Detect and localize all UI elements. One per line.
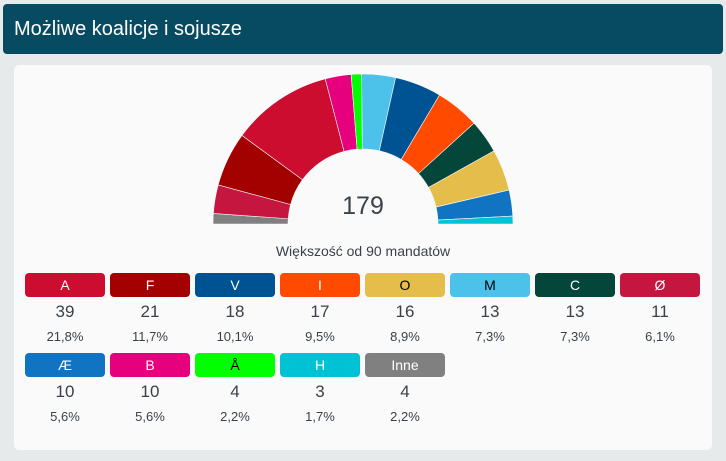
party-seats: 11 [651,302,669,321]
party-label[interactable]: H [280,353,360,377]
party-label[interactable]: F [110,273,190,297]
party-percent: 1,7% [305,409,335,424]
party-seats: 21 [140,302,160,321]
party-percent: 11,7% [132,329,168,344]
party-percent: 21,8% [46,329,84,344]
party-Å[interactable]: Å 4 2,2% [195,353,275,424]
coalition-card: 179 Większość od 90 mandatów A 39 21,8% F… [14,65,712,450]
party-label[interactable]: Å [195,353,275,377]
party-label[interactable]: O [365,273,445,297]
party-H[interactable]: H 3 1,7% [280,353,360,424]
page-title: Możliwe koalicje i sojusze [14,18,242,40]
party-label[interactable]: Inne [365,353,445,377]
party-seats: 13 [565,302,585,321]
party-seats: 13 [480,302,500,321]
party-seats: 10 [140,382,160,401]
party-seats: 39 [55,302,75,321]
party-label[interactable]: B [110,353,190,377]
party-percent: 2,2% [220,409,250,424]
party-O[interactable]: O 16 8,9% [365,273,445,344]
party-label[interactable]: M [450,273,530,297]
party-percent: 6,1% [645,329,675,344]
party-I[interactable]: I 17 9,5% [280,273,360,344]
party-label[interactable]: Ø [620,273,700,297]
parliament-chart [212,73,514,225]
party-F[interactable]: F 21 11,7% [110,273,190,344]
party-Ø[interactable]: Ø 11 6,1% [620,273,700,344]
party-seats: 16 [395,302,415,321]
party-label[interactable]: I [280,273,360,297]
party-seats: 17 [310,302,330,321]
party-Inne[interactable]: Inne 4 2,2% [365,353,445,424]
party-label[interactable]: C [535,273,615,297]
party-label[interactable]: A [25,273,105,297]
party-seats: 4 [230,382,240,401]
arc-segment-H [437,215,514,225]
party-percent: 5,6% [135,409,165,424]
party-seats: 10 [55,382,75,401]
panel-header: Możliwe koalicje i sojusze [3,4,723,54]
party-percent: 7,3% [475,329,505,344]
party-label[interactable]: V [195,273,275,297]
party-seats: 4 [400,382,410,401]
party-label[interactable]: Æ [25,353,105,377]
party-percent: 7,3% [560,329,590,344]
total-seats: 179 [342,192,384,220]
party-percent: 8,9% [390,329,420,344]
party-M[interactable]: M 13 7,3% [450,273,530,344]
party-C[interactable]: C 13 7,3% [535,273,615,344]
party-seats: 18 [225,302,245,321]
party-percent: 9,5% [305,329,335,344]
party-percent: 10,1% [216,329,254,344]
party-V[interactable]: V 18 10,1% [195,273,275,344]
party-seats: 3 [315,382,325,401]
party-Æ[interactable]: Æ 10 5,6% [25,353,105,424]
majority-text: Większość od 90 mandatów [275,243,451,259]
party-percent: 5,6% [50,409,80,424]
party-A[interactable]: A 39 21,8% [25,273,105,344]
party-B[interactable]: B 10 5,6% [110,353,190,424]
party-percent: 2,2% [390,409,420,424]
